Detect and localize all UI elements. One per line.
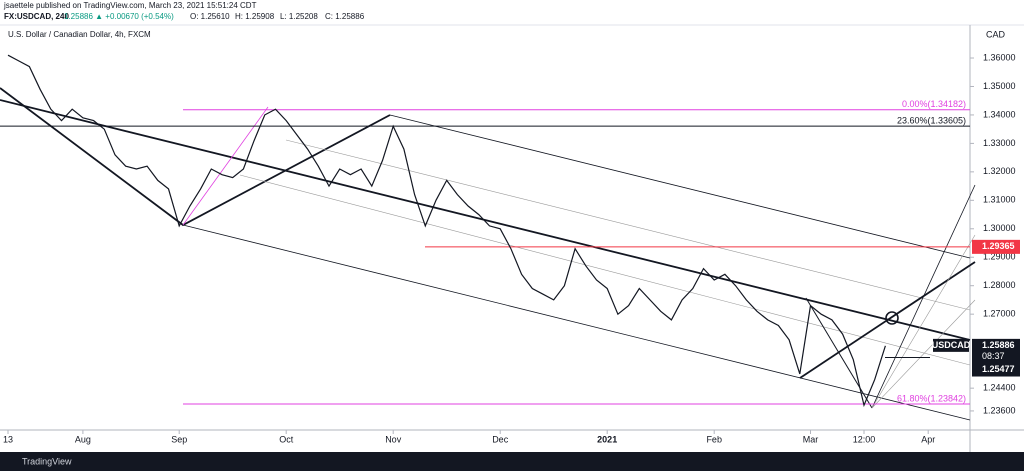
x-tick-label: 13	[3, 434, 13, 444]
trendline	[0, 87, 391, 227]
x-tick-label: Feb	[706, 434, 722, 444]
footer-brand: TradingView	[22, 456, 72, 466]
y-tick-label: 1.31000	[983, 195, 1016, 205]
countdown: 08:37	[982, 351, 1005, 361]
y-tick-label: 1.32000	[983, 166, 1016, 176]
footer-bar	[0, 452, 1024, 471]
y-tick-label: 1.24400	[983, 383, 1016, 393]
fib-leg	[182, 106, 269, 226]
last-price: 1.25886	[982, 340, 1015, 350]
price-label: 1.25477	[982, 364, 1015, 374]
drawings	[0, 87, 976, 421]
ohlc-high: H: 1.25908	[235, 12, 275, 21]
x-tick-label: Nov	[385, 434, 402, 444]
channel	[239, 174, 971, 366]
pitchfork	[805, 297, 873, 409]
ohlc-open: O: 1.25610	[190, 12, 230, 21]
y-tick-label: 1.36000	[983, 52, 1016, 62]
y-tick-label: 1.27000	[983, 309, 1016, 319]
y-tick-label: 1.28000	[983, 280, 1016, 290]
last-box	[972, 338, 1020, 363]
pitchfork	[871, 184, 976, 409]
ohlc-close: C: 1.25886	[325, 12, 365, 21]
pitchfork	[871, 299, 976, 409]
y-tick-label: 1.30000	[983, 223, 1016, 233]
fib-label: 23.60%(1.33605)	[897, 116, 966, 126]
x-tick-label: Apr	[921, 434, 935, 444]
y-tick-label: 1.33000	[983, 138, 1016, 148]
fib-label: 0.00%(1.34182)	[902, 99, 966, 109]
channel	[182, 224, 971, 421]
ohlc-low: L: 1.25208	[280, 12, 318, 21]
y-tick-label: 1.34000	[983, 109, 1016, 119]
channel	[285, 139, 971, 311]
price-box	[972, 362, 1020, 377]
x-tick-label: Aug	[75, 434, 91, 444]
y-tick-label: 1.29000	[983, 252, 1016, 262]
trendline	[799, 261, 976, 379]
y-tick-label: 1.23600	[983, 405, 1016, 415]
fib-label: 61.80%(1.23842)	[897, 393, 966, 403]
price-box	[972, 239, 1020, 254]
trendline	[0, 99, 971, 341]
x-tick-label: Mar	[803, 434, 819, 444]
price-line	[7, 54, 886, 408]
channel	[389, 114, 971, 259]
change: 1.25886 ▲ +0.00670 (+0.54%)	[64, 12, 174, 21]
chart-title: U.S. Dollar / Canadian Dollar, 4h, FXCM	[8, 30, 151, 39]
x-tick-label: Oct	[279, 434, 294, 444]
symbol: FX:USDCAD, 240	[4, 12, 69, 21]
x-tick-label: Sep	[171, 434, 187, 444]
symbol-box	[933, 338, 969, 352]
marker-circle	[885, 311, 899, 325]
pitchfork	[871, 234, 976, 409]
y-tick-label: 1.35000	[983, 81, 1016, 91]
publisher: jsaettele published on TradingView.com, …	[3, 1, 257, 10]
axis-unit: CAD	[986, 29, 1006, 39]
x-tick-label: 2021	[597, 434, 617, 444]
x-tick-label: 12:00	[853, 434, 876, 444]
symbol-label: USDCAD	[932, 340, 971, 350]
x-tick-label: Dec	[492, 434, 509, 444]
price-label: 1.29365	[982, 241, 1015, 251]
